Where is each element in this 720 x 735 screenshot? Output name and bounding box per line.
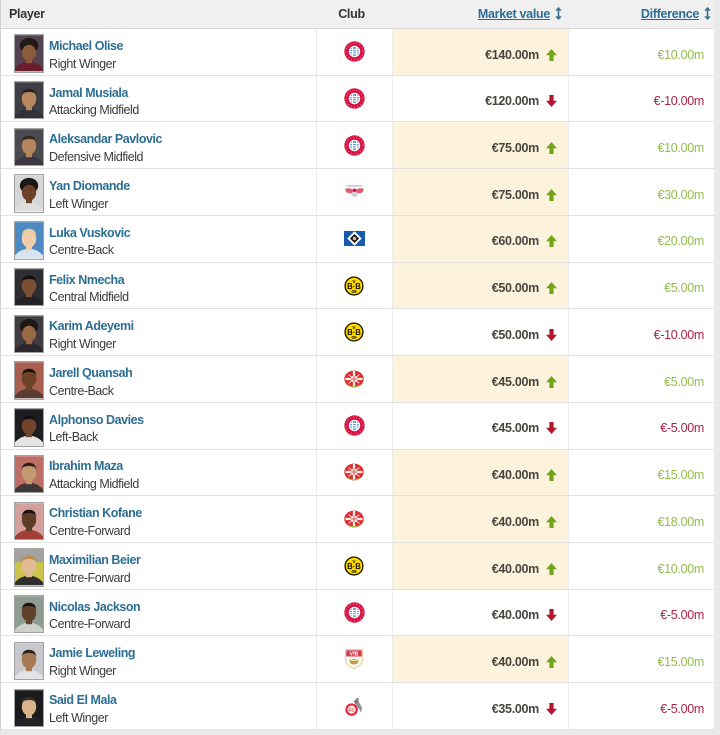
svg-text:V: V <box>352 325 356 331</box>
svg-text:B·B: B·B <box>347 281 361 290</box>
svg-text:B·B: B·B <box>347 328 361 337</box>
svg-text:V: V <box>352 279 356 285</box>
svg-text:09: 09 <box>351 569 357 574</box>
svg-text:09: 09 <box>351 335 357 340</box>
svg-text:09: 09 <box>351 289 357 294</box>
svg-text:B·B: B·B <box>347 562 361 571</box>
svg-text:VfB: VfB <box>350 652 359 658</box>
svg-text:V: V <box>352 559 356 565</box>
svg-text:FC: FC <box>348 707 355 712</box>
